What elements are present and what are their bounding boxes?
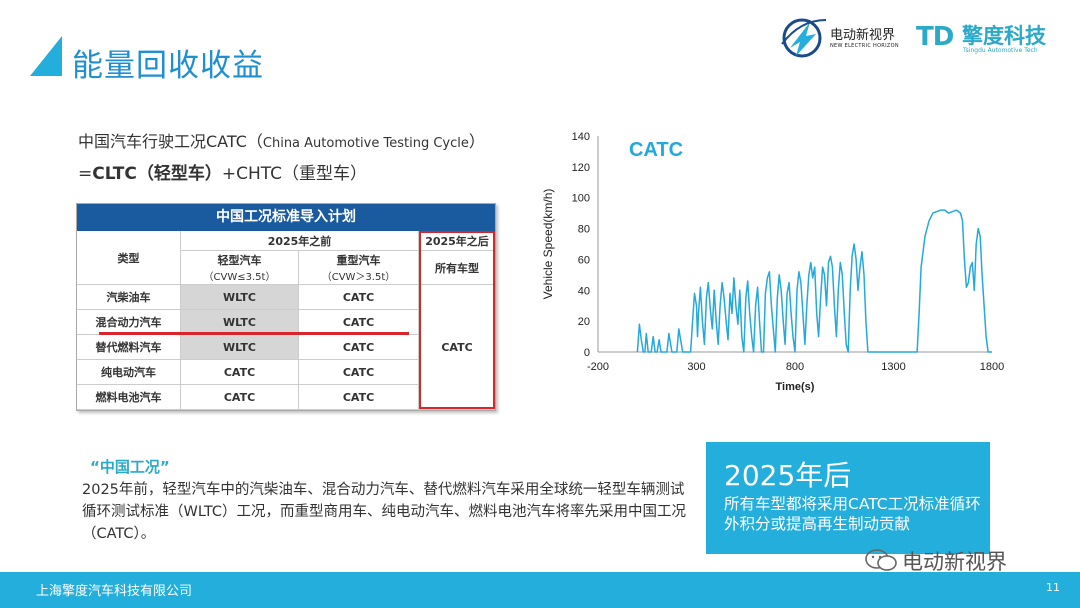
intro-line-1: 中国汽车行驶工况CATC（China Automotive Testing Cy… (78, 128, 485, 152)
page-number: 11 (1046, 581, 1060, 594)
after-2025-highlight-box: 2025年后 所有车型都将采用CATC工况标准循环外积分或提高再生制动贡献 (706, 442, 990, 554)
y-tick-label: 0 (584, 347, 590, 359)
speed-series-line (636, 209, 992, 353)
row-light-value: WLTC (181, 285, 299, 310)
row-type: 燃料电池汽车 (77, 385, 181, 410)
title-accent-icon (30, 36, 62, 76)
row-type: 纯电动汽车 (77, 360, 181, 385)
row-light-value: WLTC (181, 335, 299, 360)
footer-bar: 上海擎度汽车科技有限公司 11 (0, 572, 1080, 608)
row-heavy-value: CATC (299, 385, 419, 410)
logo1-subtitle: NEW ELECTRIC HORIZON (830, 43, 899, 49)
catc-speed-chart: 0 20 40 60 80 100 120 140 -200 300 800 1300 1800 Time… (541, 131, 1004, 393)
y-tick-label: 120 (572, 162, 590, 174)
row-light-value: CATC (181, 385, 299, 410)
header-before-2025: 2025年之前 (181, 231, 419, 251)
row-light-value: CATC (181, 360, 299, 385)
wechat-icon (865, 549, 897, 571)
chart-title: CATC (629, 139, 683, 161)
row-type: 替代燃料汽车 (77, 335, 181, 360)
header-all-vehicles: 所有车型 (419, 251, 495, 285)
logo2-name: 擎度科技 (962, 24, 1046, 48)
y-tick-label: 100 (572, 193, 590, 205)
y-tick-label: 80 (578, 224, 590, 236)
x-tick-label: 1800 (980, 361, 1004, 373)
light-vehicle-sub: （CVW≤3.5t） (203, 272, 276, 283)
row-heavy-value: CATC (299, 360, 419, 385)
header-after-2025: 2025年之后 (419, 231, 495, 251)
electric-horizon-logo-icon (781, 18, 827, 58)
highlight-description: 所有车型都将采用CATC工况标准循环外积分或提高再生制动贡献 (724, 495, 981, 533)
logo1-name: 电动新视界 (830, 28, 896, 43)
x-tick-label: 800 (786, 361, 804, 373)
x-tick-label: -200 (587, 361, 609, 373)
x-axis-label: Time(s) (776, 381, 815, 393)
row-heavy-value: CATC (299, 285, 419, 310)
footer-company: 上海擎度汽车科技有限公司 (36, 584, 193, 599)
y-tick-label: 60 (578, 254, 590, 266)
standard-plan-table: 中国工况标准导入计划 类型 2025年之前 2025年之后 轻型汽车 （CVW≤… (76, 203, 496, 411)
intro-line2-prefix: = (78, 164, 93, 184)
after-2025-value: CATC (419, 285, 495, 410)
table-title: 中国工况标准导入计划 (77, 204, 495, 231)
intro-line2-rest: +CHTC（重型车） (221, 164, 367, 184)
hybrid-row-underline (99, 332, 409, 335)
section-paragraph: 2025年前，轻型汽车中的汽柴油车、混合动力汽车、替代燃料汽车采用全球统一轻型车… (82, 482, 687, 542)
intro-line1-close: ） (468, 132, 485, 151)
header-light-vehicle: 轻型汽车 （CVW≤3.5t） (181, 251, 299, 285)
heavy-vehicle-sub: （CVW＞3.5t） (321, 272, 396, 283)
intro-line2-bold: CLTC（轻型车） (92, 164, 222, 184)
heavy-vehicle-label: 重型汽车 (336, 254, 381, 267)
page-title: 能量回收收益 (72, 48, 264, 84)
intro-line1-english: China Automotive Testing Cycle (262, 136, 469, 151)
row-type: 汽柴油车 (77, 285, 181, 310)
logo2-mark: TD (916, 22, 954, 52)
watermark-text: 电动新视界 (902, 550, 1007, 574)
highlight-year: 2025年后 (724, 459, 852, 492)
light-vehicle-label: 轻型汽车 (217, 254, 262, 267)
y-axis-label: Vehicle Speed(km/h) (541, 189, 555, 300)
x-tick-label: 1300 (881, 361, 905, 373)
header-heavy-vehicle: 重型汽车 （CVW＞3.5t） (299, 251, 419, 285)
logo2-subtitle: Tsingdu Automotive Tech (963, 47, 1038, 54)
intro-line1-main: 中国汽车行驶工况CATC（ (78, 132, 263, 151)
row-heavy-value: CATC (299, 335, 419, 360)
header-type: 类型 (77, 231, 181, 285)
section-heading: “中国工况” (90, 458, 170, 476)
highlight-after-2025-box (419, 231, 495, 409)
y-tick-label: 40 (578, 285, 590, 297)
y-tick-label: 140 (572, 131, 590, 143)
intro-line-2: =CLTC（轻型车）+CHTC（重型车） (78, 159, 367, 184)
y-tick-label: 20 (578, 316, 590, 328)
x-tick-label: 300 (687, 361, 705, 373)
